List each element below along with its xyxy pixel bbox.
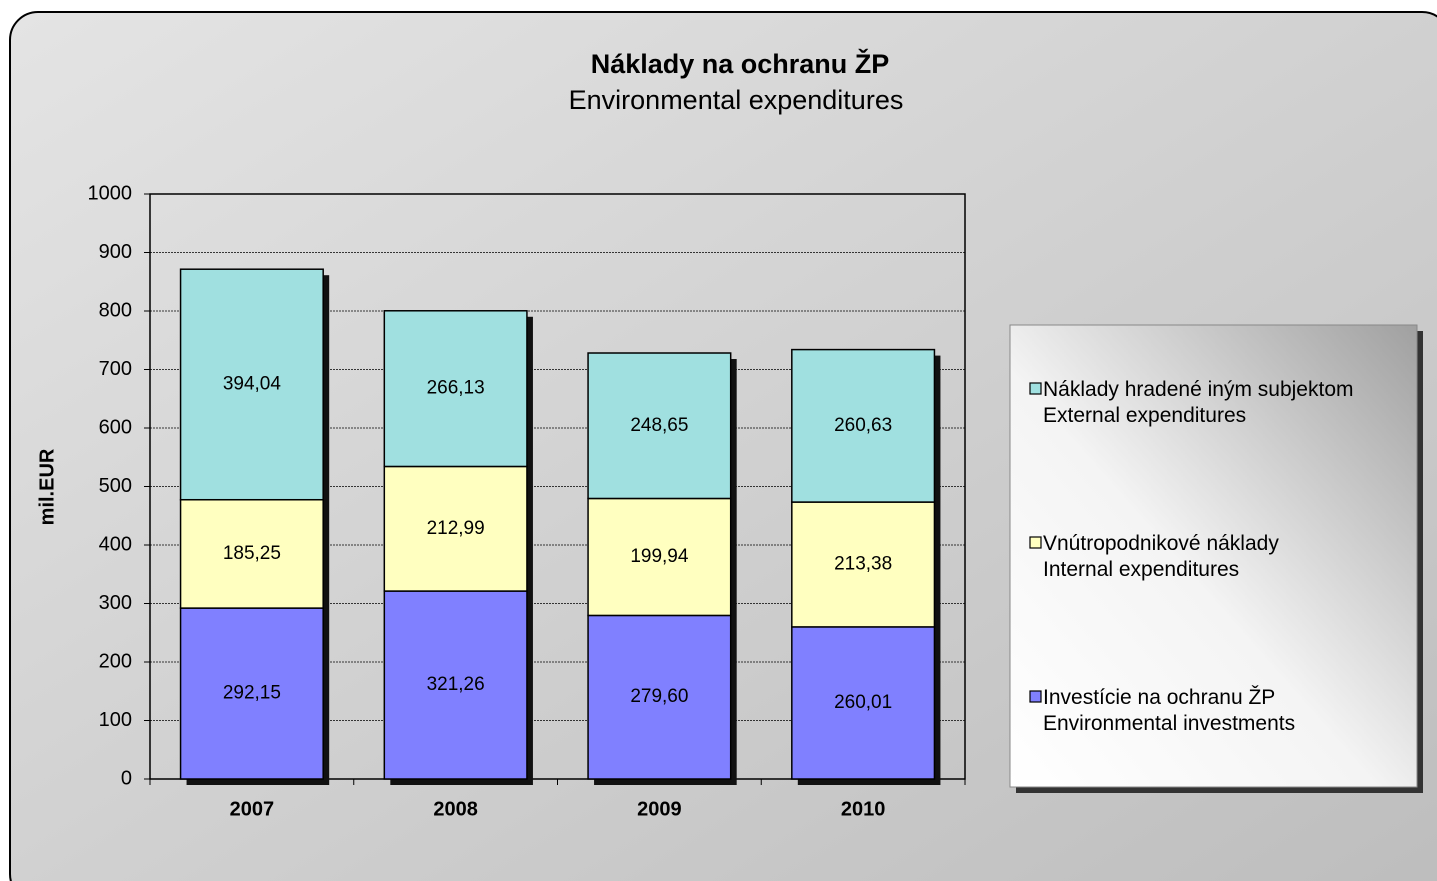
legend-swatch bbox=[1029, 536, 1042, 549]
bar-segment bbox=[179, 498, 324, 609]
data-label: 292,15 bbox=[223, 683, 281, 704]
y-tick-label: 0 bbox=[121, 767, 132, 789]
y-tick-label: 500 bbox=[99, 475, 132, 497]
bar-segment bbox=[179, 268, 324, 501]
legend-entry: Investície na ochranu ŽP Environmental i… bbox=[1043, 686, 1296, 735]
data-label: 321,26 bbox=[427, 674, 485, 695]
data-label: 260,01 bbox=[834, 692, 892, 713]
y-tick-label: 600 bbox=[99, 416, 132, 438]
data-label: 185,25 bbox=[223, 543, 281, 564]
bar-segment bbox=[791, 626, 936, 780]
bar-segment bbox=[179, 607, 324, 780]
legend-swatch bbox=[1029, 690, 1042, 703]
y-tick-label: 200 bbox=[99, 650, 132, 672]
x-tick-label: 2007 bbox=[230, 798, 275, 820]
legend-box bbox=[1009, 324, 1418, 788]
y-tick-label: 400 bbox=[99, 533, 132, 555]
data-label: 279,60 bbox=[630, 686, 688, 707]
y-tick-label: 900 bbox=[99, 241, 132, 263]
data-label: 212,99 bbox=[427, 518, 485, 539]
bar-segment bbox=[383, 590, 528, 780]
y-tick-label: 1000 bbox=[88, 182, 133, 204]
data-label: 266,13 bbox=[427, 378, 485, 399]
bar-segment bbox=[587, 497, 732, 617]
data-label: 199,94 bbox=[630, 546, 689, 567]
legend-entry: Vnútropodnikové náklady Internal expendi… bbox=[1043, 532, 1279, 581]
chart-title: Náklady na ochranu ŽP bbox=[591, 48, 890, 79]
legend-swatch bbox=[1029, 382, 1042, 395]
x-tick-label: 2009 bbox=[637, 798, 682, 820]
bar-segment bbox=[587, 614, 732, 780]
data-label: 260,63 bbox=[834, 415, 892, 436]
data-label: 394,04 bbox=[223, 373, 282, 394]
y-tick-label: 800 bbox=[99, 299, 132, 321]
y-tick-label: 300 bbox=[99, 592, 132, 614]
x-tick-label: 2008 bbox=[433, 798, 478, 820]
legend-entry: Náklady hradené iným subjektom External … bbox=[1043, 378, 1354, 427]
bar-segment bbox=[383, 465, 528, 592]
bar-segment bbox=[383, 310, 528, 468]
y-axis-label: mil.EUR bbox=[36, 448, 58, 525]
data-label: 213,38 bbox=[834, 553, 892, 574]
bar-segment bbox=[791, 348, 936, 503]
data-label: 248,65 bbox=[630, 415, 688, 436]
y-tick-label: 100 bbox=[99, 709, 132, 731]
x-tick-label: 2010 bbox=[841, 798, 886, 820]
bar-segment bbox=[587, 352, 732, 500]
chart-subtitle: Environmental expenditures bbox=[569, 85, 904, 115]
y-tick-label: 700 bbox=[99, 358, 132, 380]
